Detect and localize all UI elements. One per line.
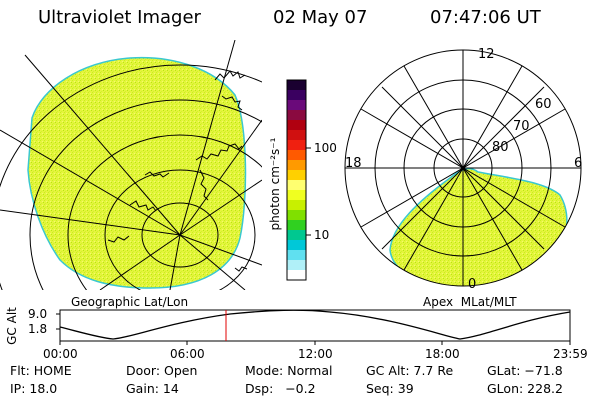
polar-label-6: 6: [574, 156, 583, 171]
colorbar-cell: [287, 230, 306, 241]
colorbar-label-10: 10: [314, 228, 330, 242]
colorbar-cell: [287, 180, 306, 191]
colorbar-cell: [287, 90, 306, 101]
colorbar-cell: [287, 140, 306, 151]
colorbar-cell: [287, 100, 306, 111]
auroral-image-mlt: [389, 167, 568, 286]
lat-circles: [0, 64, 262, 290]
apex-caption: Apex MLat/MLT: [423, 295, 517, 309]
apex-polar-panel: [344, 49, 582, 287]
colorbar-cell: [287, 110, 306, 121]
colorbar-cell: [287, 210, 306, 221]
observation-date: 02 May 07: [273, 7, 368, 28]
colorbar-cell: [287, 190, 306, 201]
colorbar-cell: [287, 220, 306, 231]
geographic-caption: Geographic Lat/Lon: [71, 295, 189, 309]
polar-label-0: 0: [468, 277, 477, 292]
altitude-ytick-low: 1.8: [28, 322, 48, 336]
info-glat: GLat: −71.8: [487, 363, 563, 378]
info-gain: Gain: 14: [126, 381, 179, 396]
info-seq: Seq: 39: [366, 381, 414, 396]
info-gc-alt: GC Alt: 7.7 Re: [366, 363, 454, 378]
altitude-xtick-2: 12:00: [298, 347, 333, 361]
altitude-xtick-0: 00:00: [43, 347, 78, 361]
colorbar-cell: [287, 240, 306, 251]
geographic-panel: [0, 40, 262, 290]
mlat-label-70: 70: [513, 119, 530, 134]
info-glon: GLon: 228.2: [487, 381, 563, 396]
auroral-image-geographic: [27, 56, 247, 289]
colorbar-label-100: 100: [314, 141, 337, 155]
info-door: Door: Open: [126, 363, 198, 378]
info-ip: IP: 18.0: [10, 381, 58, 396]
altitude-curve: [59, 309, 571, 340]
colorbar-cell: [287, 130, 306, 141]
colorbar-cell: [287, 170, 306, 181]
colorbar-unit-label: photon cm⁻²s⁻¹: [268, 137, 282, 231]
info-flight: Flt: HOME: [10, 363, 72, 378]
colorbar-cell: [287, 160, 306, 171]
colorbar-cell: [287, 200, 306, 211]
polar-label-18: 18: [345, 156, 362, 171]
colorbar-cell: [287, 120, 306, 131]
info-dsp: Dsp: −0.2: [245, 381, 316, 396]
coastlines: [107, 70, 248, 272]
colorbar-cell: [287, 250, 306, 261]
colorbar-cell: [287, 80, 306, 91]
altitude-ylabel: GC Alt: [5, 307, 19, 345]
colorbar-cell: [287, 260, 306, 271]
instrument-title: Ultraviolet Imager: [38, 7, 201, 28]
observation-time: 07:47:06 UT: [430, 7, 541, 28]
mlat-label-60: 60: [535, 97, 552, 112]
colorbar-cell: [287, 270, 306, 281]
polar-label-12: 12: [478, 47, 495, 62]
altitude-xtick-3: 18:00: [425, 347, 460, 361]
colorbar: [286, 79, 311, 281]
altitude-ytick-high: 9.0: [28, 307, 48, 321]
altitude-xtick-1: 06:00: [170, 347, 205, 361]
altitude-xtick-4: 23:59: [553, 347, 588, 361]
mlat-label-80: 80: [492, 140, 509, 155]
altitude-plot: [56, 309, 571, 345]
info-mode: Mode: Normal: [245, 363, 333, 378]
meridians: [0, 40, 262, 290]
colorbar-cell: [287, 150, 306, 161]
